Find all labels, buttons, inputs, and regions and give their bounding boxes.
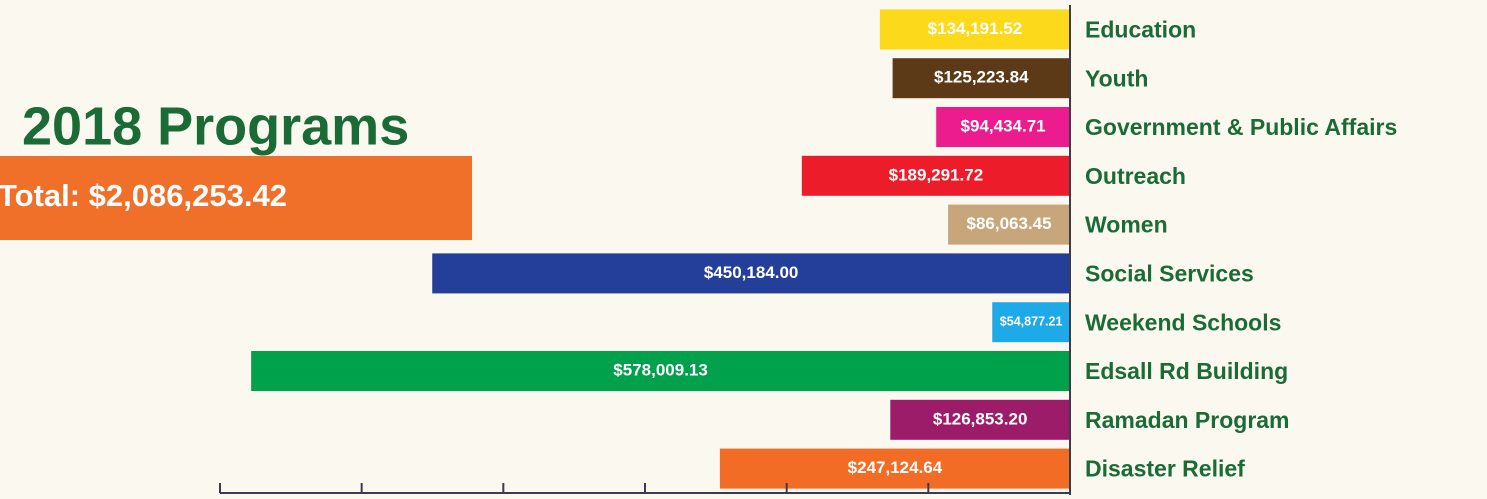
data-label: $125,223.84 [934,68,1029,87]
chart-title: 2018 Programs [22,96,409,156]
data-label: $54,877.21 [1000,315,1063,329]
data-label: $247,124.64 [848,458,943,477]
category-label: Edsall Rd Building [1085,358,1288,384]
category-label: Social Services [1085,260,1254,286]
bar [936,107,1070,147]
category-label: Disaster Relief [1085,456,1245,482]
bar [992,302,1070,343]
data-label: $134,191.52 [928,19,1023,38]
chart-subtitle: Total: $2,086,253.42 [0,178,287,213]
data-label: $126,853.20 [933,409,1028,428]
bar [719,448,1070,489]
category-label: Youth [1085,65,1148,91]
category-label: Weekend Schools [1085,309,1281,335]
category-label: Government & Public Affairs [1085,114,1397,140]
bar [892,58,1070,99]
bar [432,253,1070,294]
category-label: Education [1085,16,1196,42]
data-label: $578,009.13 [613,360,708,379]
category-label: Outreach [1085,163,1186,189]
total-box [0,156,472,240]
category-label: Ramadan Program [1085,407,1290,433]
data-label: $189,291.72 [889,165,984,184]
category-label: Women [1085,212,1168,238]
bar [251,351,1070,391]
bar [801,155,1070,196]
data-label: $450,184.00 [704,263,799,282]
data-label: $94,434.71 [961,116,1046,135]
data-label: $86,063.45 [966,214,1051,233]
bar [890,399,1070,440]
bar [948,204,1070,245]
bar [879,9,1070,50]
